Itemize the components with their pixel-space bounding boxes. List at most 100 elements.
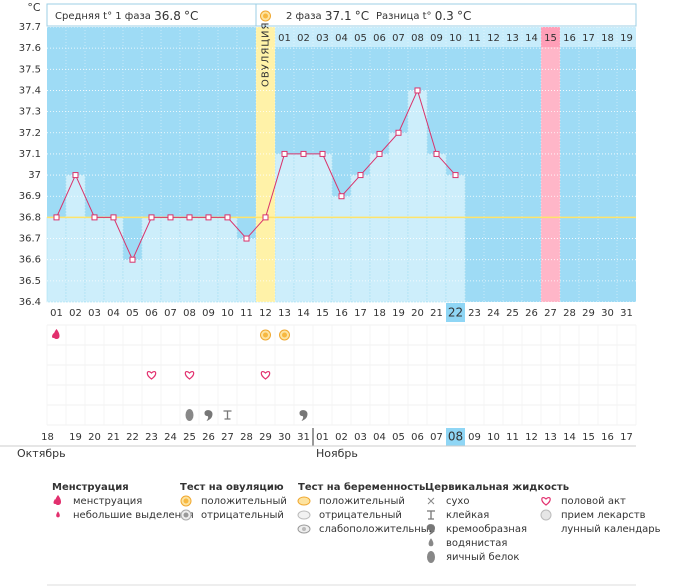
- x-tick-label: 23: [468, 308, 481, 319]
- x-tick-label: 28: [563, 308, 576, 319]
- x-tick-label: 09: [202, 308, 215, 319]
- ovulation-column: [256, 27, 275, 302]
- header-unit: °C: [355, 9, 369, 23]
- date-label: 08: [448, 430, 463, 444]
- icon-pregnancy-positive: [297, 496, 311, 506]
- header-label: Средняя t° 1 фаза: [55, 11, 151, 22]
- date-label: 29: [259, 432, 272, 443]
- x-tick-label: 12: [259, 308, 272, 319]
- month-label: Октябрь: [17, 447, 66, 460]
- date-label: 18: [41, 432, 54, 443]
- icon-menstruation: [53, 495, 61, 505]
- x-tick-label: 04: [107, 308, 120, 319]
- date-label: 14: [563, 432, 576, 443]
- temperature-marker: [243, 235, 250, 242]
- date-label: 19: [69, 432, 82, 443]
- x-tick-label: 31: [620, 308, 633, 319]
- circle: [183, 512, 189, 518]
- legend-title: Менструация: [52, 482, 129, 493]
- comma: [299, 410, 308, 421]
- temperature-marker: [262, 214, 269, 221]
- y-tick-label: 36.5: [19, 276, 41, 287]
- legend-label: отрицательный: [319, 510, 402, 521]
- legend-title: Тест на беременность: [298, 481, 425, 493]
- phase2-day: 16: [563, 33, 576, 44]
- date-label: 26: [202, 432, 215, 443]
- legend-label: менструация: [73, 496, 142, 507]
- temperature-marker: [224, 214, 231, 221]
- y-tick-label: 37.2: [19, 128, 41, 139]
- temperature-marker: [319, 150, 326, 157]
- temperature-marker: [72, 172, 79, 179]
- date-label: 13: [544, 432, 557, 443]
- temperature-marker: [414, 87, 421, 94]
- date-label: 28: [240, 432, 253, 443]
- temperature-marker: [281, 150, 288, 157]
- drop: [56, 511, 60, 518]
- x-tick-label: 27: [544, 308, 557, 319]
- x-tick-label: 01: [50, 308, 63, 319]
- y-tick-label: 37: [28, 170, 41, 181]
- y-tick-label: 37.1: [19, 149, 41, 160]
- phase2-day: 15: [544, 33, 557, 44]
- phase2-day: 05: [354, 33, 367, 44]
- icon-eggwhite: [185, 409, 194, 421]
- bar: [236, 238, 257, 303]
- icon-creamy: [204, 410, 213, 421]
- date-label: 30: [278, 432, 291, 443]
- phase2-day: 12: [487, 33, 500, 44]
- y-tick-label: 37.5: [19, 64, 41, 75]
- legend-title: Цервикальная жидкость: [425, 482, 569, 493]
- drop: [53, 499, 57, 504]
- date-label: 04: [373, 432, 386, 443]
- date-label: 22: [126, 432, 139, 443]
- temperature-marker: [91, 214, 98, 221]
- legend-title: Тест на овуляцию: [180, 482, 284, 493]
- x-tick-label: 06: [145, 308, 158, 319]
- circle: [263, 332, 268, 338]
- x-tick-label: 29: [582, 308, 595, 319]
- y-tick-label: 36.8: [19, 212, 41, 223]
- circle: [282, 332, 287, 338]
- heart: [260, 370, 271, 380]
- icon-ovulation-positive: [279, 329, 290, 341]
- header-label: 2 фаза: [286, 11, 322, 22]
- y-tick-label: 36.9: [19, 191, 41, 202]
- crescent: [542, 523, 548, 535]
- date-label: 03: [354, 432, 367, 443]
- x-tick-label: 26: [525, 308, 538, 319]
- date-label: 12: [525, 432, 538, 443]
- phase2-day: 08: [411, 33, 424, 44]
- legend-label: отрицательный: [201, 510, 284, 521]
- x-tick-label: 14: [297, 308, 310, 319]
- phase2-day: 03: [316, 33, 329, 44]
- date-label: 10: [487, 432, 500, 443]
- date-label: 09: [468, 432, 481, 443]
- temperature-marker: [186, 214, 193, 221]
- phase2-day: 13: [506, 33, 519, 44]
- temperature-marker: [433, 150, 440, 157]
- icon-pregnancy-weak: [297, 524, 311, 534]
- temperature-marker: [452, 172, 459, 179]
- x-tick-label: 19: [392, 308, 405, 319]
- x-tick-label: 13: [278, 308, 291, 319]
- drop: [52, 333, 55, 338]
- bar: [369, 153, 390, 303]
- icon-sex: [146, 370, 157, 380]
- circle: [183, 498, 189, 504]
- icon-moon: [542, 523, 548, 535]
- header-text: Разница t° 0.3 °C: [376, 9, 471, 23]
- icon-ovulation-positive: [260, 10, 271, 22]
- legend-label: половой акт: [561, 496, 626, 507]
- icon-creamy: [427, 524, 435, 535]
- x-tick-label: 24: [487, 308, 500, 319]
- heart: [146, 370, 157, 380]
- date-label: 27: [221, 432, 234, 443]
- temperature-marker: [148, 214, 155, 221]
- y-tick-label: 37.7: [19, 22, 41, 33]
- header-value: 37.1: [325, 9, 352, 23]
- x-tick-label: 10: [221, 308, 234, 319]
- date-label: 05: [392, 432, 405, 443]
